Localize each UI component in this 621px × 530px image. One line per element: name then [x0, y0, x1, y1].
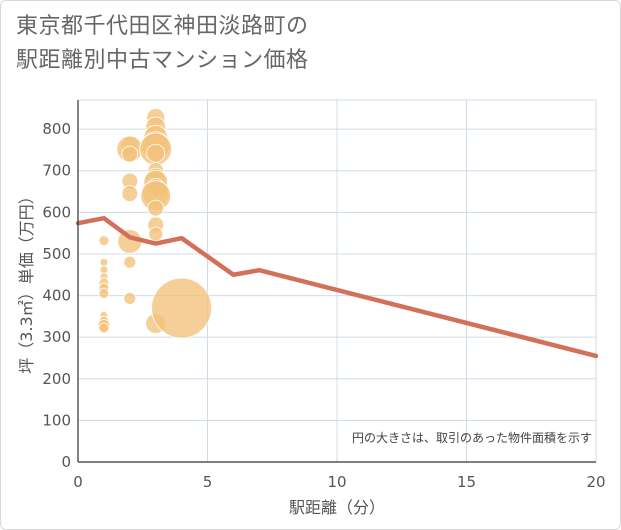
x-axis-label: 駅距離（分）	[289, 498, 385, 517]
bubble-point	[99, 257, 109, 267]
bubble-point	[146, 143, 166, 163]
x-tick-label: 0	[73, 473, 83, 491]
bubble-point	[98, 322, 110, 334]
average-line-series	[75, 215, 599, 359]
bubble-point	[98, 288, 110, 299]
y-tick-label: 800	[42, 120, 71, 138]
y-tick-label: 100	[42, 411, 71, 429]
bubble-point	[121, 185, 139, 203]
x-tick-label: 20	[586, 473, 605, 491]
bubble-point	[98, 235, 110, 247]
y-tick-label: 700	[42, 162, 71, 180]
x-tick-label: 5	[203, 473, 213, 491]
average-price-line	[75, 215, 599, 359]
y-tick-label: 200	[42, 370, 71, 388]
bubble-size-note: 円の大きさは、取引のあった物件面積を示す	[352, 430, 592, 445]
x-tick-label: 10	[327, 473, 346, 491]
y-tick-label: 500	[42, 245, 71, 263]
bubble-point	[123, 255, 137, 269]
bubble-point	[147, 199, 165, 217]
bubble-point	[148, 226, 164, 242]
y-axis-label: 坪（3.3㎡）単価（万円）	[17, 188, 36, 373]
x-tick-label: 15	[457, 473, 476, 491]
chart-title-line-2: 駅距離別中古マンション価格	[16, 48, 309, 73]
bubble-point	[123, 292, 137, 305]
y-tick-label: 400	[42, 287, 71, 305]
chart-title: 東京都千代田区神田淡路町の 駅距離別中古マンション価格	[16, 10, 536, 78]
bubble-point	[151, 277, 213, 339]
y-tick-label: 600	[42, 203, 71, 221]
y-tick-label: 300	[42, 328, 71, 346]
y-tick-label: 0	[61, 453, 71, 471]
bubble-point	[121, 145, 139, 163]
bubble-series	[97, 108, 213, 339]
chart-title-line-1: 東京都千代田区神田淡路町の	[16, 14, 309, 39]
